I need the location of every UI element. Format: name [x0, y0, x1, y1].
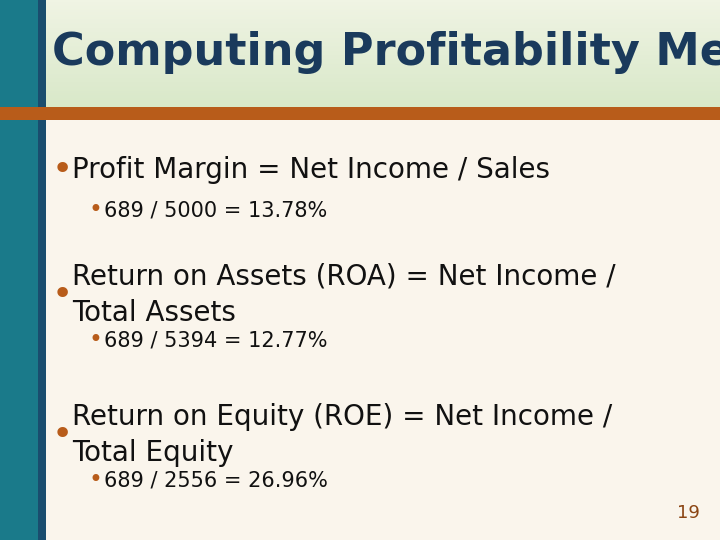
Text: Computing Profitability Measures: Computing Profitability Measures — [52, 31, 720, 75]
Text: Profit Margin = Net Income / Sales: Profit Margin = Net Income / Sales — [72, 156, 550, 184]
Text: 689 / 5394 = 12.77%: 689 / 5394 = 12.77% — [104, 330, 328, 350]
Bar — [0, 107, 720, 120]
Text: •: • — [88, 328, 102, 352]
Text: •: • — [52, 418, 73, 452]
Text: Return on Assets (ROA) = Net Income /
Total Assets: Return on Assets (ROA) = Net Income / To… — [72, 262, 616, 327]
Text: •: • — [88, 468, 102, 492]
Bar — [38, 0, 46, 540]
Text: 689 / 2556 = 26.96%: 689 / 2556 = 26.96% — [104, 470, 328, 490]
Bar — [0, 0, 38, 540]
Text: •: • — [88, 198, 102, 222]
Text: 19: 19 — [677, 504, 700, 522]
Text: 689 / 5000 = 13.78%: 689 / 5000 = 13.78% — [104, 200, 328, 220]
Text: •: • — [52, 153, 73, 187]
Text: •: • — [52, 278, 73, 312]
Text: Return on Equity (ROE) = Net Income /
Total Equity: Return on Equity (ROE) = Net Income / To… — [72, 403, 612, 468]
